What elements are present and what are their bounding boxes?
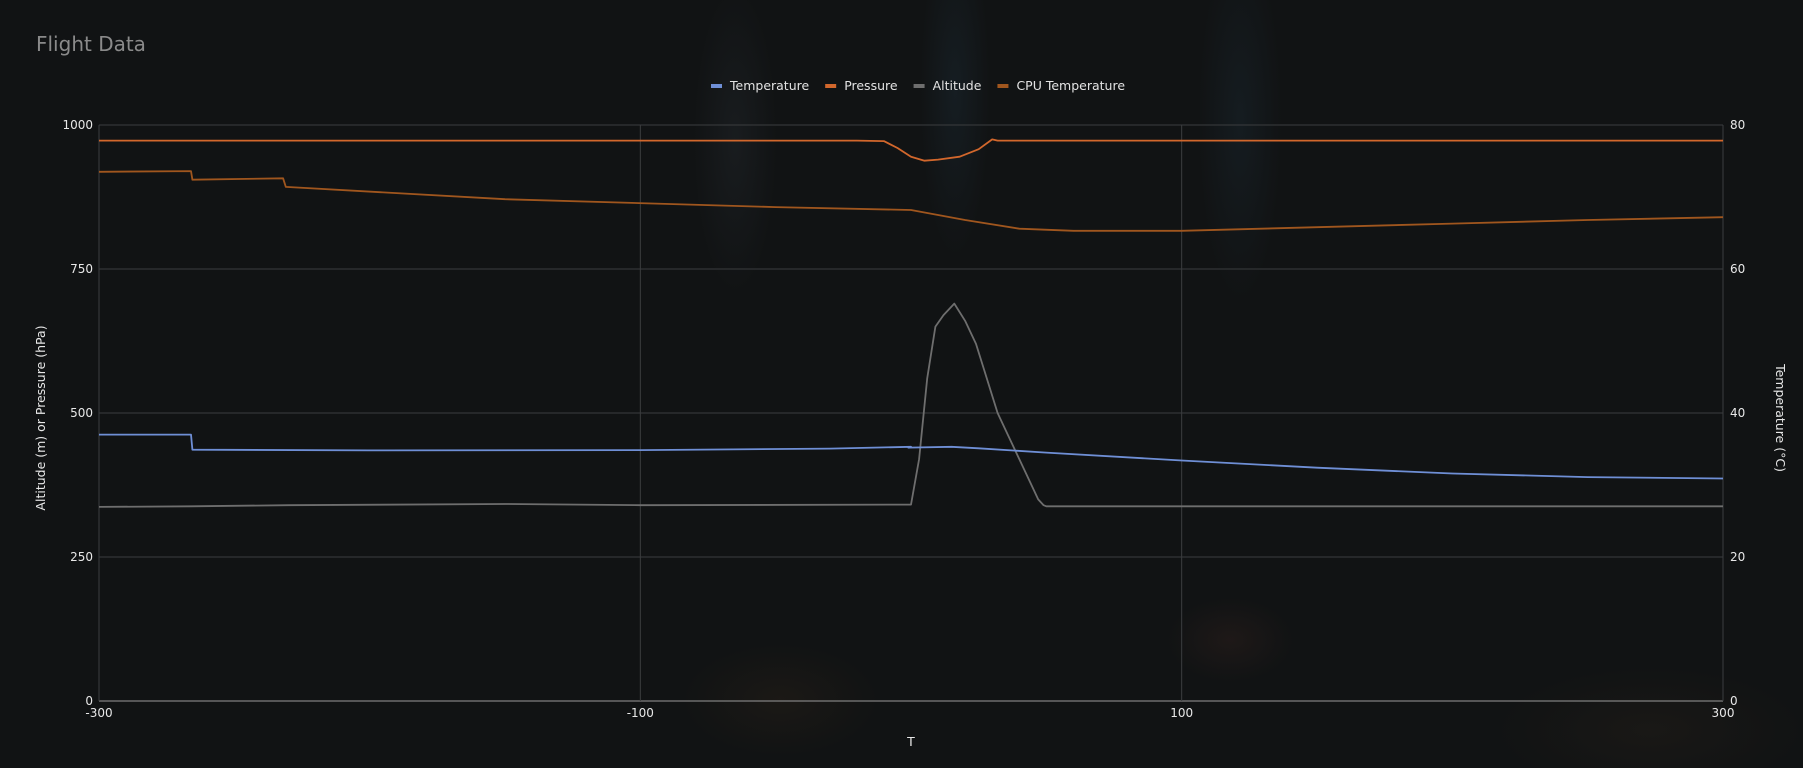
legend-item-pressure[interactable]: Pressure	[844, 78, 898, 93]
x-tick-label: -100	[627, 706, 654, 720]
y-tick-label: 250	[70, 550, 93, 564]
page-title: Flight Data	[36, 32, 146, 56]
legend[interactable]: Temperature Pressure Altitude CPU Temperatu…	[711, 78, 1125, 93]
series-line-temperature	[99, 433, 1724, 480]
y2-tick-label: 80	[1730, 118, 1745, 132]
y2-tick-label: 20	[1730, 550, 1745, 564]
x-tick-label: 100	[1170, 706, 1193, 720]
y-tick-label: 1000	[62, 118, 93, 132]
grid	[98, 124, 1724, 702]
series-line-cpu-temperature	[98, 170, 1724, 232]
legend-item-temperature[interactable]: Temperature	[729, 78, 809, 93]
y2-tick-label: 0	[1730, 694, 1738, 708]
y2-tick-label: 40	[1730, 406, 1745, 420]
x-tick-label: 300	[1712, 706, 1735, 720]
y2-tick-label: 60	[1730, 262, 1745, 276]
axis-ticks: 0 250 500 750 1000 0 20 40 60 80 -300 -100 100 300	[62, 118, 1745, 720]
series-lines	[98, 138, 1724, 508]
y2-axis-label: Temperature (°C)	[1773, 363, 1788, 472]
legend-item-cpu-temperature[interactable]: CPU Temperature	[1016, 78, 1125, 93]
legend-item-altitude[interactable]: Altitude	[933, 78, 982, 93]
y-tick-label: 750	[70, 262, 93, 276]
series-line-pressure	[99, 138, 1723, 162]
y-tick-label: 500	[70, 406, 93, 420]
x-axis-label: T	[906, 734, 915, 749]
series-line-altitude	[98, 302, 1723, 508]
y-tick-label: 0	[85, 694, 93, 708]
x-tick-label: -300	[85, 706, 112, 720]
y-axis-label: Altitude (m) or Pressure (hPa)	[33, 325, 48, 510]
